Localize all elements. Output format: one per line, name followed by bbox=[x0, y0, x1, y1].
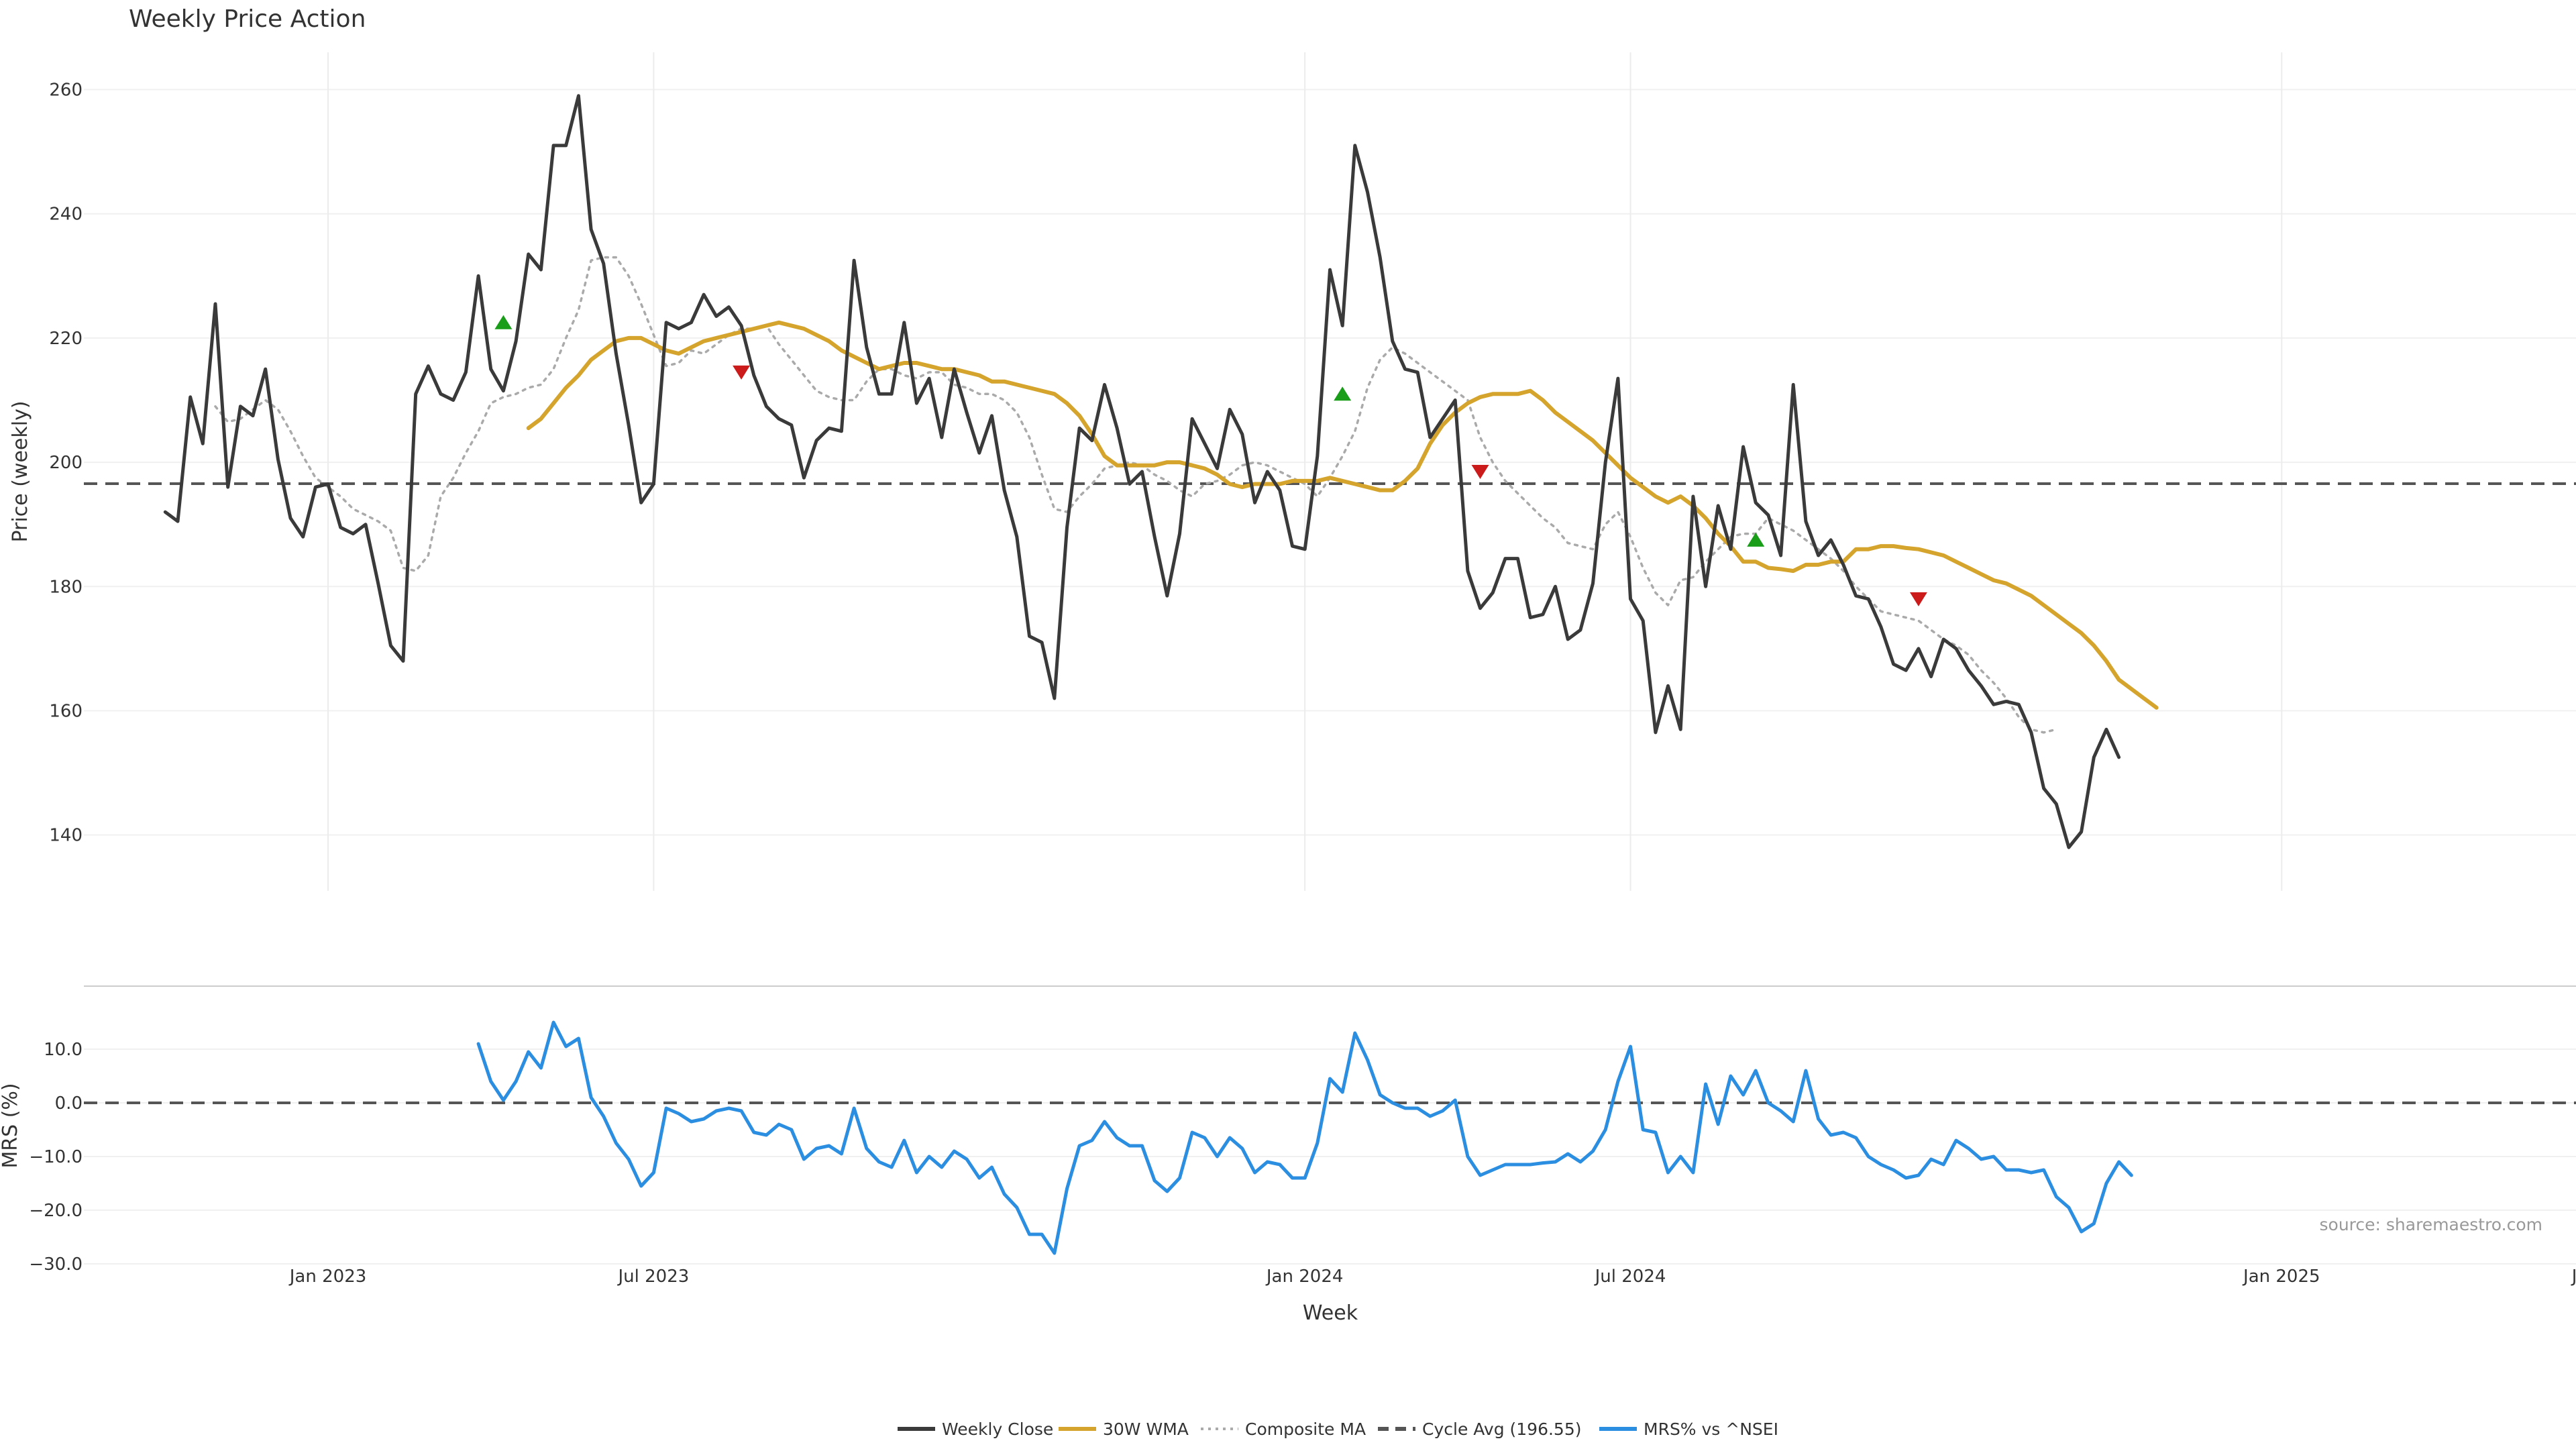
mrs-y-ticks: −30.0 −20.0 −10.0 0.0 10.0 bbox=[29, 1040, 83, 1275]
legend-label: MRS% vs ^NSEI bbox=[1644, 1419, 1778, 1439]
price-y-tick-label: 200 bbox=[49, 453, 83, 473]
x-tick-label: Jul 2024 bbox=[1594, 1267, 1666, 1287]
price-grid bbox=[84, 52, 2576, 891]
price-series bbox=[84, 94, 2576, 849]
x-tick-label: Jan 2025 bbox=[2242, 1267, 2320, 1287]
signal-markers bbox=[494, 315, 1927, 606]
mrs-y-tick-label: 0.0 bbox=[55, 1093, 83, 1114]
legend-item: Weekly Close bbox=[898, 1419, 1053, 1439]
price-y-tick-label: 220 bbox=[49, 329, 83, 349]
price-y-axis-label: Price (weekly) bbox=[9, 400, 32, 542]
mrs-y-tick-label: 10.0 bbox=[44, 1040, 83, 1060]
legend-item: 30W WMA bbox=[1059, 1419, 1189, 1439]
wma-30w-line bbox=[526, 320, 2159, 710]
price-y-tick-label: 180 bbox=[49, 577, 83, 597]
mrs-y-tick-label: −20.0 bbox=[29, 1201, 83, 1221]
weekly-close-line bbox=[163, 94, 2121, 849]
price-y-tick-label: 240 bbox=[49, 205, 83, 225]
chart-title: Weekly Price Action bbox=[129, 5, 366, 33]
source-note: source: sharemaestro.com bbox=[2320, 1215, 2543, 1234]
x-tick-label: Jan 2023 bbox=[288, 1267, 367, 1287]
mrs-y-tick-label: −10.0 bbox=[29, 1147, 83, 1167]
price-y-tick-label: 160 bbox=[49, 701, 83, 721]
sell-signal-marker bbox=[1909, 592, 1927, 606]
legend-item: Cycle Avg (196.55) bbox=[1378, 1419, 1582, 1439]
x-tick-label: Jul 2025 bbox=[2571, 1267, 2576, 1287]
legend-label: Weekly Close bbox=[942, 1419, 1053, 1439]
mrs-y-axis-label: MRS (%) bbox=[0, 1083, 22, 1168]
mrs-line bbox=[476, 1020, 2133, 1255]
legend-label: 30W WMA bbox=[1103, 1419, 1189, 1439]
price-y-tick-label: 260 bbox=[49, 80, 83, 101]
buy-signal-marker bbox=[1747, 532, 1765, 547]
legend: Weekly Close 30W WMA Composite MA Cycle Avg… bbox=[898, 1419, 1778, 1439]
x-axis-label: Week bbox=[1303, 1301, 1358, 1325]
legend-item: Composite MA bbox=[1201, 1419, 1366, 1439]
price-y-ticks: 140 160 180 200 220 240 260 bbox=[49, 80, 83, 846]
legend-label: Composite MA bbox=[1245, 1419, 1366, 1439]
x-tick-label: Jul 2023 bbox=[617, 1267, 690, 1287]
legend-label: Cycle Avg (196.55) bbox=[1422, 1419, 1582, 1439]
buy-signal-marker bbox=[1334, 386, 1352, 401]
mrs-series bbox=[84, 1020, 2576, 1255]
buy-signal-marker bbox=[494, 315, 513, 329]
sell-signal-marker bbox=[1471, 465, 1489, 479]
price-y-tick-label: 140 bbox=[49, 826, 83, 846]
mrs-y-tick-label: −30.0 bbox=[29, 1254, 83, 1275]
sell-signal-marker bbox=[733, 365, 751, 380]
x-tick-label: Jan 2024 bbox=[1265, 1267, 1344, 1287]
x-axis-ticks: Jan 2023 Jul 2023 Jan 2024 Jul 2024 Jan 2025… bbox=[288, 1267, 2576, 1287]
legend-item: MRS% vs ^NSEI bbox=[1599, 1419, 1778, 1439]
